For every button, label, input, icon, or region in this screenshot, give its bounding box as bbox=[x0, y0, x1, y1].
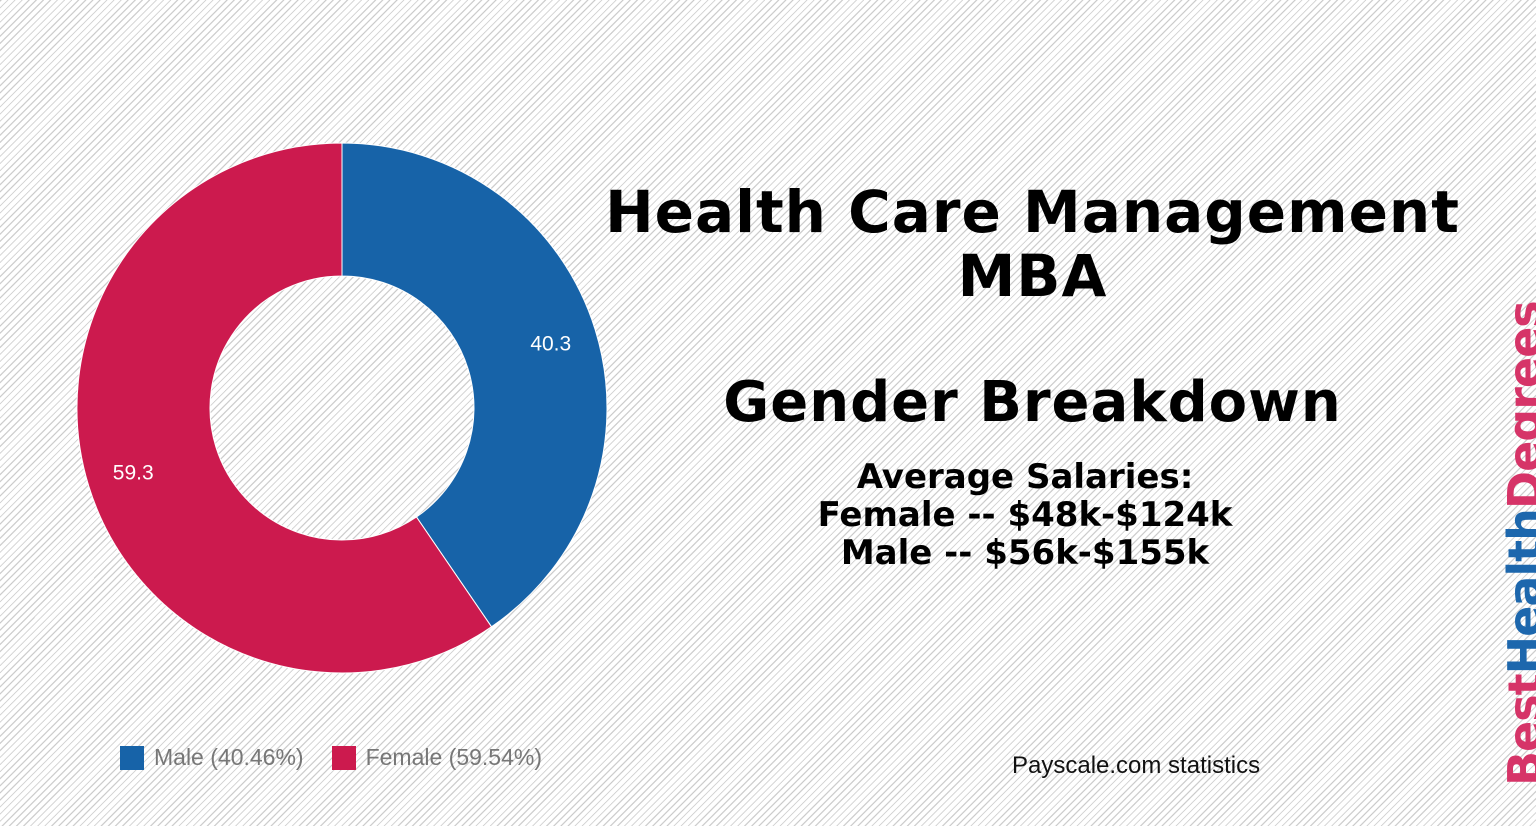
slice-male bbox=[341, 142, 608, 628]
logo-part-health: Health bbox=[1498, 509, 1536, 675]
source-note: Payscale.com statistics bbox=[1012, 752, 1261, 779]
legend-item-male: Male (40.46%) bbox=[120, 744, 304, 771]
slice-female bbox=[76, 142, 493, 674]
legend-label-male: Male (40.46%) bbox=[154, 744, 304, 770]
salary-female: Female -- $48k-$124k bbox=[817, 495, 1233, 535]
legend-item-female: Female (59.54%) bbox=[331, 744, 542, 771]
logo: BestHealthDegrees bbox=[1498, 301, 1536, 786]
data-label-male: 40.3 bbox=[530, 332, 571, 355]
legend-swatch-female bbox=[331, 745, 356, 770]
logo-part-best: Best bbox=[1498, 674, 1536, 786]
chart-title: Health Care Management MBA bbox=[570, 180, 1495, 308]
title-line-2: MBA bbox=[957, 242, 1108, 310]
salary-male: Male -- $56k-$155k bbox=[840, 533, 1210, 573]
salaries-heading: Average Salaries: bbox=[856, 457, 1194, 497]
legend-label-female: Female (59.54%) bbox=[365, 744, 542, 770]
title-line-1: Health Care Management bbox=[605, 178, 1460, 246]
chart-subtitle: Gender Breakdown bbox=[723, 370, 1342, 435]
logo-part-degrees: Degrees bbox=[1498, 301, 1536, 510]
legend: Male (40.46%) Female (59.54%) bbox=[120, 744, 542, 771]
data-label-female: 59.3 bbox=[113, 462, 154, 485]
legend-swatch-male bbox=[120, 745, 144, 770]
donut-chart: 40.3 59.3 bbox=[76, 142, 608, 674]
